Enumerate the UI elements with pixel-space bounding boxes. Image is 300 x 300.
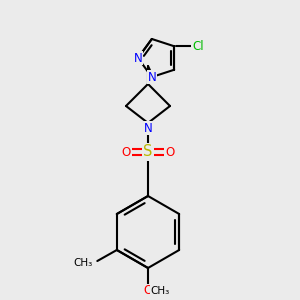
Text: N: N — [147, 70, 156, 83]
Text: O: O — [143, 284, 153, 298]
Text: CH₃: CH₃ — [150, 286, 170, 296]
Text: S: S — [143, 145, 153, 160]
Text: N: N — [134, 52, 142, 64]
Text: O: O — [122, 146, 130, 158]
Text: Cl: Cl — [192, 40, 204, 53]
Text: N: N — [144, 122, 152, 134]
Text: CH₃: CH₃ — [73, 258, 92, 268]
Text: O: O — [165, 146, 175, 158]
